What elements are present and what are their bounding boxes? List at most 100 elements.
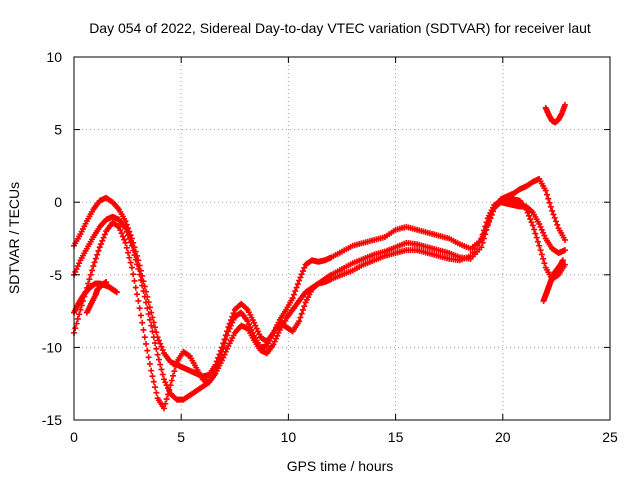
series-track-1 bbox=[71, 175, 568, 380]
data-point bbox=[483, 219, 490, 226]
data-point bbox=[542, 187, 549, 194]
data-point bbox=[76, 260, 83, 267]
data-point bbox=[550, 211, 557, 218]
data-point bbox=[158, 343, 165, 350]
data-point bbox=[98, 241, 105, 248]
data-point bbox=[534, 238, 541, 245]
data-point bbox=[117, 227, 124, 234]
data-point bbox=[92, 255, 99, 262]
data-point bbox=[532, 230, 539, 237]
data-point bbox=[122, 225, 129, 232]
data-point bbox=[172, 363, 179, 370]
data-point bbox=[467, 252, 474, 259]
data-point bbox=[559, 257, 566, 264]
data-point bbox=[150, 319, 157, 326]
data-point bbox=[125, 232, 132, 239]
data-point bbox=[166, 386, 173, 393]
data-point bbox=[86, 276, 93, 283]
data-point bbox=[101, 231, 108, 238]
data-point bbox=[145, 354, 152, 361]
data-point bbox=[162, 400, 169, 407]
data-point bbox=[157, 361, 164, 368]
data-point bbox=[299, 268, 306, 275]
y-tick-label: -10 bbox=[42, 339, 62, 355]
data-point bbox=[213, 363, 220, 370]
data-point bbox=[524, 209, 531, 216]
data-point bbox=[290, 291, 297, 298]
y-tick-label: -5 bbox=[50, 267, 63, 283]
data-point bbox=[474, 242, 481, 249]
data-point bbox=[221, 340, 228, 347]
y-axis-label: SDTVAR / TECUs bbox=[6, 182, 22, 294]
data-point bbox=[551, 214, 558, 221]
data-point bbox=[126, 254, 133, 261]
data-point bbox=[224, 345, 231, 352]
data-point bbox=[130, 247, 137, 254]
data-point bbox=[141, 293, 148, 300]
data-point bbox=[128, 242, 135, 249]
data-point bbox=[144, 347, 151, 354]
data-point bbox=[523, 206, 530, 213]
data-point bbox=[297, 314, 304, 321]
axis-ticks bbox=[73, 56, 611, 421]
data-point bbox=[74, 315, 81, 322]
data-point bbox=[161, 376, 168, 383]
data-point bbox=[136, 271, 143, 278]
data-point bbox=[171, 368, 178, 375]
data-point bbox=[299, 306, 306, 313]
data-point bbox=[131, 277, 138, 284]
x-tick-label: 5 bbox=[177, 429, 185, 445]
data-point bbox=[529, 222, 536, 229]
data-point bbox=[528, 219, 535, 226]
data-point bbox=[155, 356, 162, 363]
data-point bbox=[89, 267, 96, 274]
data-point bbox=[561, 101, 568, 108]
data-point bbox=[478, 244, 485, 251]
data-point bbox=[132, 284, 139, 291]
data-point bbox=[152, 324, 159, 331]
data-point bbox=[158, 366, 165, 373]
data-point bbox=[301, 264, 308, 271]
data-point bbox=[157, 340, 164, 347]
data-point bbox=[87, 271, 94, 278]
data-point bbox=[127, 239, 134, 246]
data-point bbox=[146, 316, 153, 323]
y-tick-label: 5 bbox=[54, 122, 62, 138]
data-point bbox=[148, 322, 155, 329]
data-point bbox=[164, 391, 171, 398]
data-point bbox=[73, 320, 80, 327]
data-point bbox=[547, 203, 554, 210]
data-point bbox=[543, 191, 550, 198]
data-point bbox=[116, 223, 123, 230]
data-point bbox=[161, 405, 168, 412]
data-point bbox=[119, 233, 126, 240]
data-point bbox=[143, 340, 150, 347]
plot-frame bbox=[73, 56, 611, 421]
x-tick-label: 25 bbox=[602, 429, 618, 445]
data-point bbox=[159, 347, 166, 354]
data-point bbox=[218, 348, 225, 355]
data-point bbox=[153, 389, 160, 396]
data-point bbox=[139, 319, 146, 326]
data-point bbox=[298, 271, 305, 278]
x-tick-label: 20 bbox=[495, 429, 511, 445]
data-point bbox=[168, 377, 175, 384]
data-point bbox=[167, 382, 174, 389]
x-axis-label: GPS time / hours bbox=[287, 458, 394, 474]
data-point bbox=[540, 229, 547, 236]
data-point bbox=[217, 352, 224, 359]
data-point bbox=[293, 284, 300, 291]
data-point bbox=[94, 251, 101, 258]
data-point bbox=[297, 274, 304, 281]
data-point bbox=[137, 277, 144, 284]
data-point bbox=[103, 279, 110, 286]
data-point bbox=[122, 218, 129, 225]
data-point bbox=[141, 334, 148, 341]
data-point bbox=[130, 271, 137, 278]
data-point bbox=[95, 247, 102, 254]
data-point bbox=[538, 226, 545, 233]
data-point bbox=[224, 332, 231, 339]
data-point bbox=[292, 288, 299, 295]
y-tick-label: 0 bbox=[54, 194, 62, 210]
data-point bbox=[127, 259, 134, 266]
